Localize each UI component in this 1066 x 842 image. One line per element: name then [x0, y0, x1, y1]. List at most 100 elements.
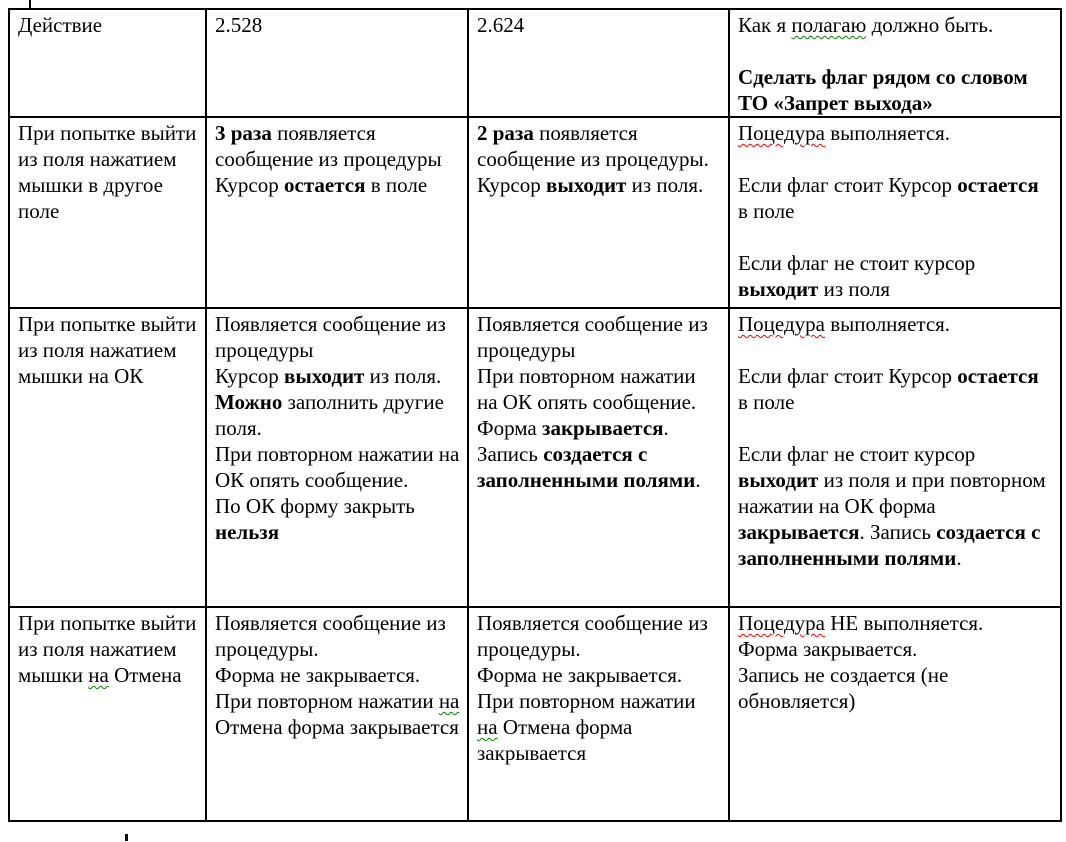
paragraph: Появляется сообщение из процедуры. [215, 610, 460, 662]
text-run: По ОК форму закрыть [215, 494, 415, 518]
text-run: Форма не закрывается. [477, 663, 683, 687]
cell-r1-c1[interactable]: 3 раза появляется сообщение из процедуры… [205, 116, 469, 309]
misspelled-text-run: на [477, 715, 498, 739]
paragraph: Поцедура выполняется. [738, 311, 1053, 337]
paragraph: Форма закрывается. [738, 636, 1053, 662]
paragraph: Запись создается с заполненными полями. [477, 441, 721, 493]
paragraph: Запись не создается (не обновляется) [738, 662, 1053, 714]
text-run: Запись [477, 442, 544, 466]
comparison-table: Действие 2.528 2.624 Как я полагаю должно б… [8, 8, 1062, 822]
paragraph: Форма не закрывается. [215, 662, 460, 688]
paragraph: Действие [18, 12, 198, 38]
text-run: Если флаг стоит Курсор [738, 173, 958, 197]
text-run: Отмена [108, 663, 182, 687]
text-run: 2.624 [477, 13, 525, 37]
cell-r3-c0[interactable]: При попытке выйти из поля нажатием мышки… [8, 606, 207, 822]
paragraph [738, 337, 1053, 363]
paragraph: Курсор остается в поле [215, 172, 460, 198]
paragraph: Появляется сообщение из процедуры [215, 311, 460, 363]
header-cell-1[interactable]: 2.528 [205, 8, 469, 118]
text-run: в поле [365, 173, 428, 197]
paragraph: При попытке выйти из поля нажатием мышки… [18, 311, 198, 389]
text-run: Можно [215, 390, 283, 414]
paragraph [738, 146, 1053, 172]
cell-r1-c2[interactable]: 2 раза появляется сообщение из процедуры… [467, 116, 730, 309]
paragraph: Форма закрывается. [477, 415, 721, 441]
paragraph: Если флаг стоит Курсор остается в поле [738, 363, 1053, 415]
cell-r3-c3[interactable]: Поцедура НЕ выполняется. Форма закрываетс… [728, 606, 1062, 822]
text-run: При повторном нажатии на ОК опять сообще… [477, 364, 697, 414]
text-cursor-mark-top [29, 0, 31, 9]
text-run: выходит [738, 468, 819, 492]
header-cell-2[interactable]: 2.624 [467, 8, 730, 118]
text-run: Действие [18, 13, 103, 37]
paragraph: Как я полагаю должно быть. [738, 12, 1053, 38]
paragraph: Поцедура НЕ выполняется. [738, 610, 1053, 636]
paragraph: Если флаг стоит Курсор остается в поле [738, 172, 1053, 224]
text-run: закрывается [738, 520, 860, 544]
text-run: Курсор [215, 364, 284, 388]
cell-r3-c2[interactable]: Появляется сообщение из процедуры. Форма … [467, 606, 730, 822]
cell-r2-c2[interactable]: Появляется сообщение из процедуры При пов… [467, 307, 730, 608]
text-run: Запись не создается (не обновляется) [738, 663, 949, 713]
text-run: Появляется сообщение из процедуры [477, 312, 708, 362]
text-run: При попытке выйти из поля нажатием мышки… [18, 121, 197, 223]
cell-r2-c3[interactable]: Поцедура выполняется. Если флаг стоит Ку… [728, 307, 1062, 608]
cell-r1-c0[interactable]: При попытке выйти из поля нажатием мышки… [8, 116, 207, 309]
text-run: заполнить другие поля. [215, 390, 444, 440]
text-run: При попытке выйти из поля нажатием мышки [18, 611, 197, 687]
text-run: Появляется сообщение из процедуры. [477, 611, 708, 661]
cell-r3-c1[interactable]: Появляется сообщение из процедуры. Форма … [205, 606, 469, 822]
text-run: При попытке выйти из поля нажатием мышки… [18, 312, 197, 388]
paragraph: При повторном нажатии на ОК опять сообще… [477, 363, 721, 415]
paragraph: Появляется сообщение из процедуры. [477, 610, 721, 662]
text-run: Как я [738, 13, 792, 37]
paragraph: 3 раза появляется сообщение из процедуры [215, 120, 460, 172]
text-run: Форма закрывается. [738, 637, 918, 661]
text-run: . Запись [859, 520, 937, 544]
paragraph: По ОК форму закрыть нельзя [215, 493, 460, 545]
text-run: остается [957, 173, 1039, 197]
misspelled-text-run: на [88, 663, 109, 687]
text-run: . [663, 416, 669, 440]
header-cell-3[interactable]: Как я полагаю должно быть. Сделать флаг … [728, 8, 1062, 118]
paragraph [738, 224, 1053, 250]
misspelled-text-run: полагаю [791, 13, 867, 37]
text-run: выходит [284, 364, 365, 388]
paragraph: При повторном нажатии на Отмена форма за… [477, 688, 721, 766]
text-run: Форма не закрывается. [215, 663, 421, 687]
text-run: Курсор [477, 173, 546, 197]
paragraph: При попытке выйти из поля нажатием мышки… [18, 120, 198, 224]
text-cursor-mark-bottom [125, 834, 128, 841]
text-run: создается с заполненными полями [738, 520, 1041, 570]
text-run: должно быть. [866, 13, 994, 37]
text-run: в поле [738, 199, 795, 223]
text-run: 2 раза [477, 121, 534, 145]
cell-r2-c0[interactable]: При попытке выйти из поля нажатием мышки… [8, 307, 207, 608]
text-run: При повторном нажатии [215, 689, 439, 713]
paragraph: При повторном нажатии на ОК опять сообще… [215, 441, 460, 493]
text-run: из поля [818, 277, 891, 301]
text-run: Если флаг стоит Курсор [738, 364, 958, 388]
text-run: Форма [477, 416, 542, 440]
cell-r2-c1[interactable]: Появляется сообщение из процедуры Курсор … [205, 307, 469, 608]
text-run: выходит [738, 277, 819, 301]
text-run: Появляется сообщение из процедуры. [215, 611, 446, 661]
header-cell-0[interactable]: Действие [8, 8, 207, 118]
paragraph: При повторном нажатии на Отмена форма за… [215, 688, 460, 740]
text-run: остается [284, 173, 366, 197]
text-run: При повторном нажатии на ОК опять сообще… [215, 442, 460, 492]
paragraph: Если флаг не стоит курсор выходит из пол… [738, 441, 1053, 571]
text-run: выходит [546, 173, 627, 197]
paragraph: 2.528 [215, 12, 460, 38]
text-run: создается с заполненными полями [477, 442, 696, 492]
text-run: появляется сообщение из процедуры [215, 121, 442, 171]
text-run: из поля и при повторном нажатии на ОК фо… [738, 468, 1046, 518]
cell-r1-c3[interactable]: Поцедура выполняется. Если флаг стоит Ку… [728, 116, 1062, 309]
paragraph: Курсор выходит из поля. Можно заполнить … [215, 363, 460, 441]
text-run: появляется сообщение из процедуры. [477, 121, 709, 171]
text-run: Отмена форма закрывается [477, 715, 633, 765]
paragraph: 2.624 [477, 12, 721, 38]
table-header-row: Действие 2.528 2.624 Как я полагаю должно б… [8, 8, 1062, 118]
